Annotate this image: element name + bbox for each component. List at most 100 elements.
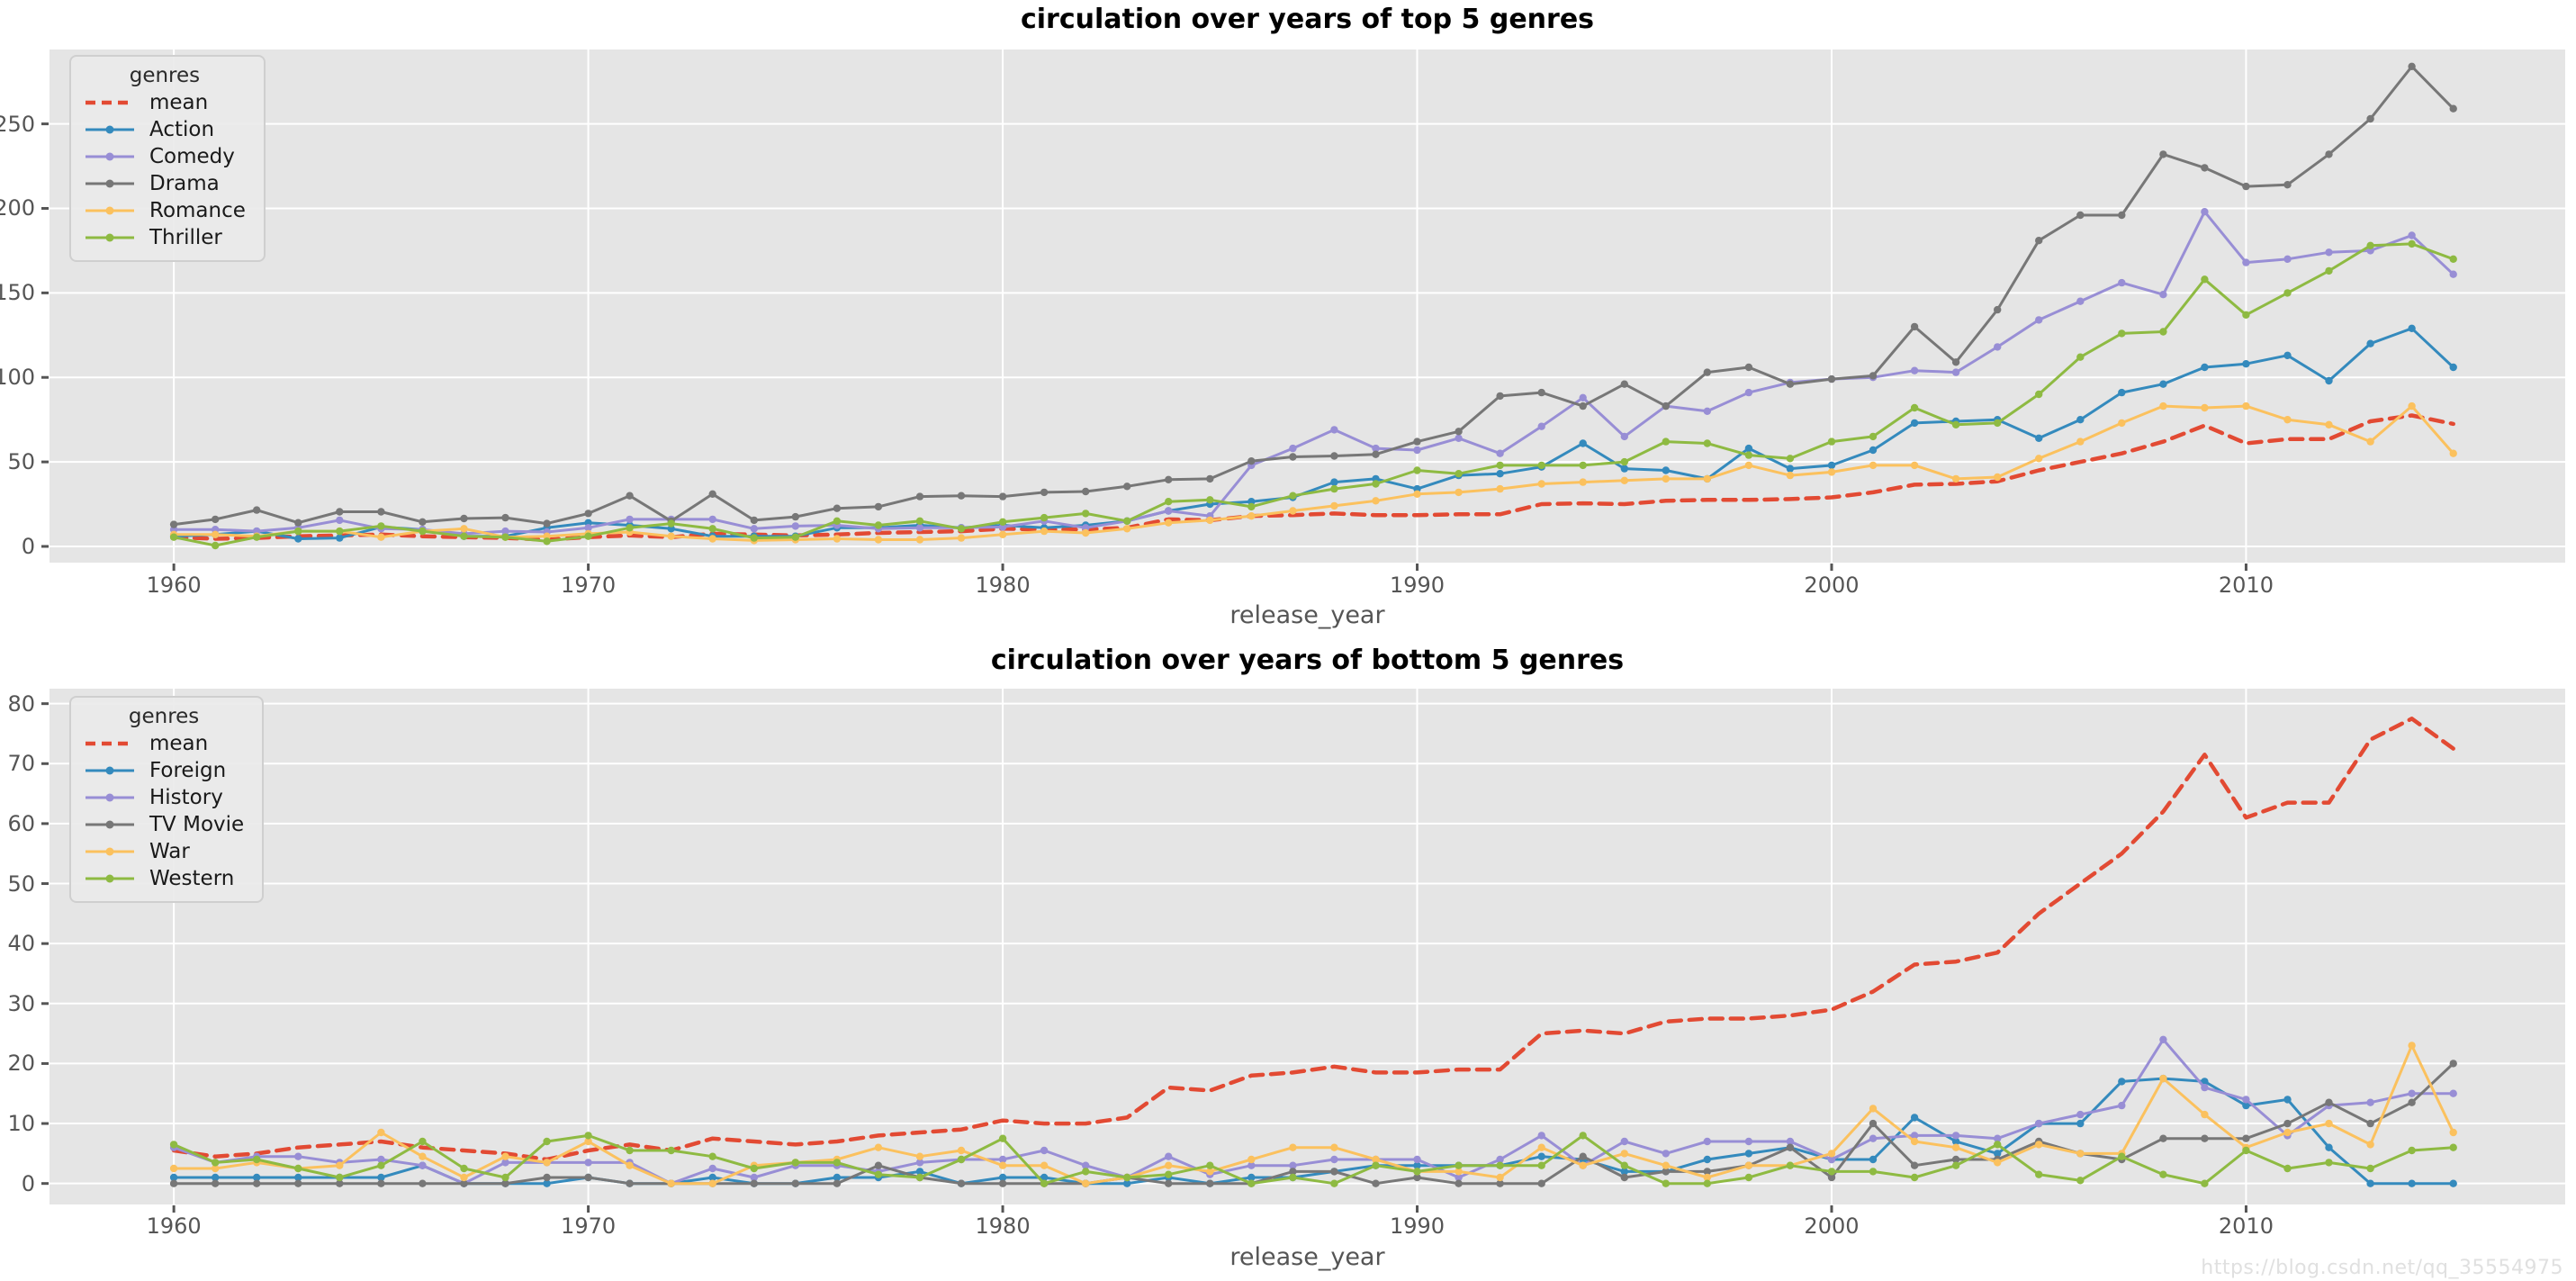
data-point xyxy=(1165,1152,1173,1160)
data-point xyxy=(998,518,1007,526)
data-point xyxy=(501,1173,509,1182)
data-point xyxy=(1040,513,1049,522)
data-point xyxy=(1165,507,1173,515)
data-point xyxy=(1413,490,1421,498)
legend-label: Comedy xyxy=(149,145,235,168)
data-point xyxy=(1289,507,1297,515)
data-point xyxy=(2449,449,2457,457)
legend-line-swatch xyxy=(86,793,134,802)
blog-watermark: https://blog.csdn.net/qq_35554975 xyxy=(2201,1257,2563,1279)
series-line-war xyxy=(172,1043,2455,1186)
data-point xyxy=(2076,297,2085,305)
data-point xyxy=(543,1173,551,1182)
data-point xyxy=(2283,1119,2292,1128)
data-point xyxy=(377,533,385,541)
y-tick-label: 100 xyxy=(0,365,35,391)
data-point xyxy=(2449,1060,2457,1068)
data-point xyxy=(915,1152,924,1160)
data-point xyxy=(2201,164,2209,172)
data-point xyxy=(294,1164,302,1173)
data-point xyxy=(1413,1168,1421,1176)
data-point xyxy=(998,1155,1007,1164)
data-point xyxy=(915,524,924,532)
data-point xyxy=(1413,1161,1421,1169)
data-point xyxy=(2325,1119,2333,1128)
data-point xyxy=(336,516,344,525)
data-point xyxy=(1579,478,1587,486)
data-point xyxy=(2159,401,2167,410)
data-point xyxy=(169,533,178,541)
data-point xyxy=(1786,1161,1795,1169)
data-point xyxy=(1330,484,1338,493)
series-line-foreign xyxy=(172,1077,2455,1186)
legend-title: genres xyxy=(129,64,201,87)
data-point xyxy=(2366,1164,2374,1173)
data-point xyxy=(2366,438,2374,446)
data-point xyxy=(1744,1150,1753,1158)
data-point xyxy=(1040,1179,1049,1187)
data-point xyxy=(2159,1170,2167,1178)
data-point xyxy=(1744,363,1753,372)
x-tick-label: 1980 xyxy=(975,1213,1031,1239)
data-point xyxy=(1744,444,1753,453)
data-point xyxy=(1620,476,1629,484)
data-point xyxy=(998,1161,1007,1169)
data-point xyxy=(1247,1179,1256,1187)
data-point xyxy=(750,525,758,533)
data-point xyxy=(1289,1168,1297,1176)
data-point xyxy=(2118,329,2126,338)
data-point xyxy=(1703,407,1712,415)
data-point xyxy=(1413,438,1421,446)
data-point xyxy=(1372,1179,1380,1187)
data-point xyxy=(833,504,842,512)
data-point xyxy=(1786,471,1795,480)
data-point xyxy=(1289,444,1297,453)
data-point xyxy=(1496,1161,1504,1169)
data-point xyxy=(1827,1173,1836,1182)
data-point xyxy=(1289,453,1297,461)
data-point xyxy=(2449,1089,2457,1097)
data-point xyxy=(1786,380,1795,388)
data-point xyxy=(626,1146,634,1155)
data-point xyxy=(212,1179,220,1187)
data-point xyxy=(336,527,344,536)
data-point xyxy=(584,1159,592,1167)
data-point xyxy=(2408,1042,2416,1050)
data-point xyxy=(1662,401,1671,410)
data-point xyxy=(1206,516,1214,525)
data-point xyxy=(667,1179,675,1187)
data-point xyxy=(1827,1168,1836,1176)
data-point xyxy=(1330,1179,1338,1187)
axes-background xyxy=(50,689,2565,1204)
data-point xyxy=(1910,366,1919,374)
data-point xyxy=(1413,466,1421,474)
data-point xyxy=(1994,305,2002,314)
data-point xyxy=(1786,455,1795,463)
y-tick-label: 60 xyxy=(7,810,35,836)
data-point xyxy=(1123,525,1131,533)
data-point xyxy=(2408,1098,2416,1106)
legend-label: War xyxy=(149,840,190,863)
data-point xyxy=(1620,1161,1629,1169)
data-point xyxy=(1579,401,1587,410)
data-point xyxy=(1620,432,1629,441)
data-point xyxy=(419,518,427,526)
data-point xyxy=(253,506,261,514)
x-tick-label: 1960 xyxy=(146,1213,202,1239)
data-point xyxy=(1165,519,1173,527)
legend-title: genres xyxy=(128,705,200,728)
data-point xyxy=(2201,275,2209,284)
legend-item-comedy: Comedy xyxy=(84,143,246,170)
data-point xyxy=(1951,1132,1960,1140)
data-point xyxy=(1910,322,1919,331)
data-point xyxy=(1247,512,1256,520)
data-point xyxy=(1910,1114,1919,1122)
data-point xyxy=(1165,475,1173,483)
data-point xyxy=(1744,451,1753,459)
legend-label: Drama xyxy=(149,172,220,195)
data-point xyxy=(169,1141,178,1149)
data-point xyxy=(2035,316,2043,324)
series-line-thriller xyxy=(172,242,2455,547)
data-point xyxy=(874,502,883,511)
data-point xyxy=(1703,1179,1712,1187)
